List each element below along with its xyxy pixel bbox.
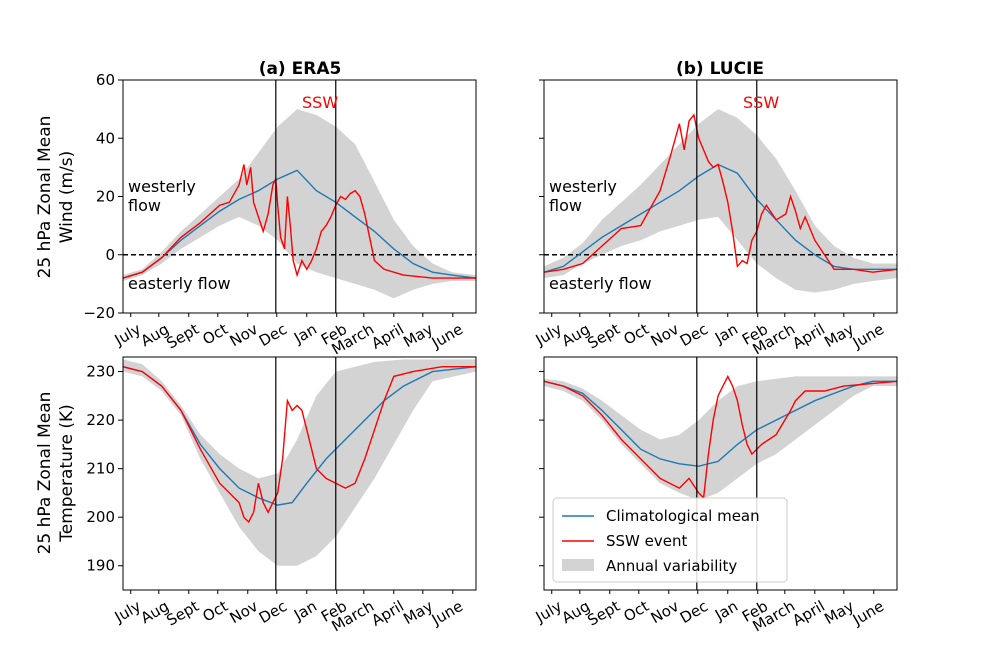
legend-mean-label: Climatological mean xyxy=(606,507,760,525)
annot-westerly-b-line2: flow xyxy=(549,196,582,215)
month-label: Jan xyxy=(711,597,741,625)
legend-band-label: Annual variability xyxy=(606,557,737,575)
ssw-event-line xyxy=(123,164,476,279)
climatological-mean-line xyxy=(123,169,476,279)
annot-westerly-a-line1: westerly xyxy=(128,177,196,196)
month-label: Sept xyxy=(584,320,623,353)
ytick-label: 20 xyxy=(96,188,115,206)
month-label: June xyxy=(428,320,466,352)
ylabel-wind-line1: 25 hPa Zonal Mean xyxy=(35,116,55,279)
month-label: Dec xyxy=(677,597,711,627)
panel-title-b: (b) LUCIE xyxy=(676,59,764,79)
month-label: June xyxy=(849,320,887,352)
axes-frame xyxy=(543,356,898,591)
ytick-label: 210 xyxy=(86,460,115,478)
ylabel-temp-line2: Temperature (K) xyxy=(57,404,77,543)
month-label: Jan xyxy=(290,320,320,348)
ytick-label: −20 xyxy=(83,304,115,322)
legend-ssw-label: SSW event xyxy=(606,532,687,550)
climatological-mean-line xyxy=(544,380,897,467)
ssw-event-line xyxy=(123,366,476,524)
annot-easterly-b: easterly flow xyxy=(549,274,652,293)
month-label: Dec xyxy=(677,320,711,350)
variability-band xyxy=(123,359,476,566)
ylabel-wind-line2: Wind (m/s) xyxy=(57,151,77,244)
month-label: Dec xyxy=(256,597,290,627)
variability-band xyxy=(544,376,897,501)
ytick-label: 220 xyxy=(86,411,115,429)
month-label: Sept xyxy=(584,597,623,630)
annot-westerly-b-line1: westerly xyxy=(549,177,617,196)
legend-band-swatch xyxy=(562,559,594,571)
ytick-label: 40 xyxy=(96,129,115,147)
variability-band xyxy=(123,109,476,299)
ssw-event-line xyxy=(544,113,897,273)
annot-easterly-a: easterly flow xyxy=(128,274,231,293)
plot-area xyxy=(544,374,897,501)
month-label: Dec xyxy=(256,320,290,350)
month-label: June xyxy=(428,597,466,629)
axes-frame xyxy=(122,356,477,591)
ytick-label: 0 xyxy=(105,246,115,264)
annot-ssw-a: SSW xyxy=(302,93,338,112)
ytick-label: 190 xyxy=(86,557,115,575)
plot-area xyxy=(544,109,897,293)
month-label: Sept xyxy=(163,320,202,353)
month-label: Jan xyxy=(290,597,320,625)
month-label: Sept xyxy=(163,597,202,630)
annot-westerly-a-line2: flow xyxy=(128,196,161,215)
ytick-label: 230 xyxy=(86,363,115,381)
plot-area xyxy=(123,359,476,566)
ylabel-temp-line1: 25 hPa Zonal Mean xyxy=(35,392,55,555)
ytick-label: 200 xyxy=(86,508,115,526)
legend: Climatological mean SSW event Annual var… xyxy=(552,497,788,583)
annot-ssw-b: SSW xyxy=(743,93,779,112)
ytick-label: 60 xyxy=(96,71,115,89)
month-label: Jan xyxy=(711,320,741,348)
ssw-event-line xyxy=(544,374,897,500)
month-label: June xyxy=(849,597,887,629)
panel-title-a: (a) ERA5 xyxy=(259,59,342,79)
plot-area xyxy=(123,109,476,299)
variability-band xyxy=(544,109,897,293)
legend-frame xyxy=(552,497,788,583)
